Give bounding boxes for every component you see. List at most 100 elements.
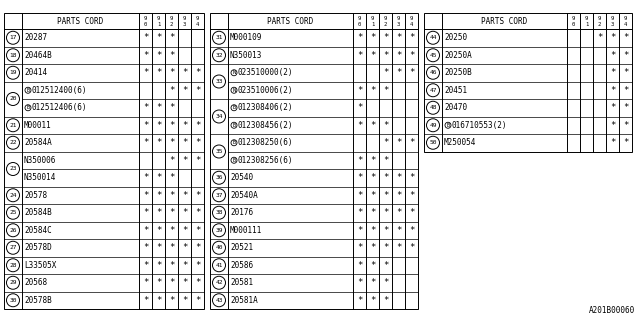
Text: N350013: N350013	[230, 51, 262, 60]
Text: *: *	[396, 208, 401, 217]
Text: *: *	[370, 86, 375, 95]
Text: *: *	[143, 261, 148, 270]
Text: PARTS CORD: PARTS CORD	[481, 17, 527, 26]
Text: L33505X: L33505X	[24, 261, 56, 270]
Text: *: *	[143, 226, 148, 235]
Text: 34: 34	[215, 114, 223, 119]
Text: 20470: 20470	[444, 103, 467, 112]
Text: *: *	[156, 138, 161, 147]
Text: *: *	[156, 208, 161, 217]
Text: *: *	[143, 296, 148, 305]
Text: 3: 3	[183, 22, 186, 27]
Text: 3: 3	[397, 22, 400, 27]
Text: 31: 31	[215, 35, 223, 40]
Text: *: *	[610, 51, 615, 60]
Text: B: B	[232, 105, 236, 110]
Text: 016710553(2): 016710553(2)	[452, 121, 508, 130]
Text: *: *	[610, 33, 615, 42]
Text: 023510000(2): 023510000(2)	[238, 68, 294, 77]
Text: *: *	[143, 278, 148, 287]
Text: 42: 42	[215, 280, 223, 285]
Text: *: *	[156, 278, 161, 287]
Text: *: *	[182, 296, 187, 305]
Text: *: *	[383, 261, 388, 270]
Text: 46: 46	[429, 70, 436, 75]
Text: N: N	[232, 88, 236, 93]
Bar	[424, 13, 632, 151]
Text: *: *	[182, 243, 187, 252]
Text: *: *	[357, 156, 362, 165]
Text: *: *	[169, 208, 174, 217]
Text: *: *	[370, 121, 375, 130]
Text: *: *	[357, 191, 362, 200]
Text: 9: 9	[196, 16, 199, 20]
Text: *: *	[195, 278, 200, 287]
Text: A201B00060: A201B00060	[589, 306, 635, 315]
Text: *: *	[169, 121, 174, 130]
Text: *: *	[383, 138, 388, 147]
Text: *: *	[396, 173, 401, 182]
Text: *: *	[143, 191, 148, 200]
Text: 20578B: 20578B	[24, 296, 52, 305]
Text: B: B	[26, 88, 29, 93]
Text: 9: 9	[358, 16, 361, 20]
Text: B: B	[26, 105, 29, 110]
Text: *: *	[156, 103, 161, 112]
Text: *: *	[195, 156, 200, 165]
Text: *: *	[383, 156, 388, 165]
Text: N350014: N350014	[24, 173, 56, 182]
Text: *: *	[182, 138, 187, 147]
Text: *: *	[396, 33, 401, 42]
Text: *: *	[143, 103, 148, 112]
Text: *: *	[156, 51, 161, 60]
Text: *: *	[370, 156, 375, 165]
Text: *: *	[182, 156, 187, 165]
Text: 9: 9	[144, 16, 147, 20]
Text: 012308250(6): 012308250(6)	[238, 138, 294, 147]
Text: *: *	[409, 243, 414, 252]
Text: 20250: 20250	[444, 33, 467, 42]
Text: B: B	[232, 123, 236, 128]
Text: *: *	[182, 261, 187, 270]
Text: 20581: 20581	[230, 278, 253, 287]
Text: N350006: N350006	[24, 156, 56, 165]
Text: 29: 29	[9, 280, 17, 285]
Text: *: *	[383, 191, 388, 200]
Text: 22: 22	[9, 140, 17, 145]
Text: *: *	[409, 138, 414, 147]
Text: *: *	[195, 191, 200, 200]
Text: 4: 4	[624, 22, 627, 27]
Text: 19: 19	[9, 70, 17, 75]
Text: 20586: 20586	[230, 261, 253, 270]
Text: 20540A: 20540A	[230, 191, 258, 200]
Text: *: *	[156, 296, 161, 305]
Text: 9: 9	[611, 16, 614, 20]
Text: *: *	[383, 243, 388, 252]
Text: *: *	[169, 243, 174, 252]
Text: 9: 9	[572, 16, 575, 20]
Text: 012308256(6): 012308256(6)	[238, 156, 294, 165]
Text: *: *	[169, 226, 174, 235]
Text: 49: 49	[429, 123, 436, 128]
Text: *: *	[156, 191, 161, 200]
Text: 9: 9	[170, 16, 173, 20]
Text: *: *	[357, 261, 362, 270]
Text: 4: 4	[410, 22, 413, 27]
Text: 20: 20	[9, 97, 17, 101]
Text: *: *	[383, 86, 388, 95]
Text: 012512406(6): 012512406(6)	[32, 103, 88, 112]
Text: 20568: 20568	[24, 278, 47, 287]
Text: *: *	[195, 208, 200, 217]
Text: *: *	[195, 296, 200, 305]
Text: *: *	[409, 173, 414, 182]
Text: *: *	[143, 121, 148, 130]
Text: *: *	[143, 51, 148, 60]
Text: *: *	[143, 173, 148, 182]
Text: *: *	[383, 33, 388, 42]
Text: *: *	[143, 208, 148, 217]
Text: *: *	[370, 51, 375, 60]
Text: *: *	[370, 33, 375, 42]
Text: PARTS CORD: PARTS CORD	[268, 17, 314, 26]
Text: 9: 9	[397, 16, 400, 20]
Text: *: *	[383, 296, 388, 305]
